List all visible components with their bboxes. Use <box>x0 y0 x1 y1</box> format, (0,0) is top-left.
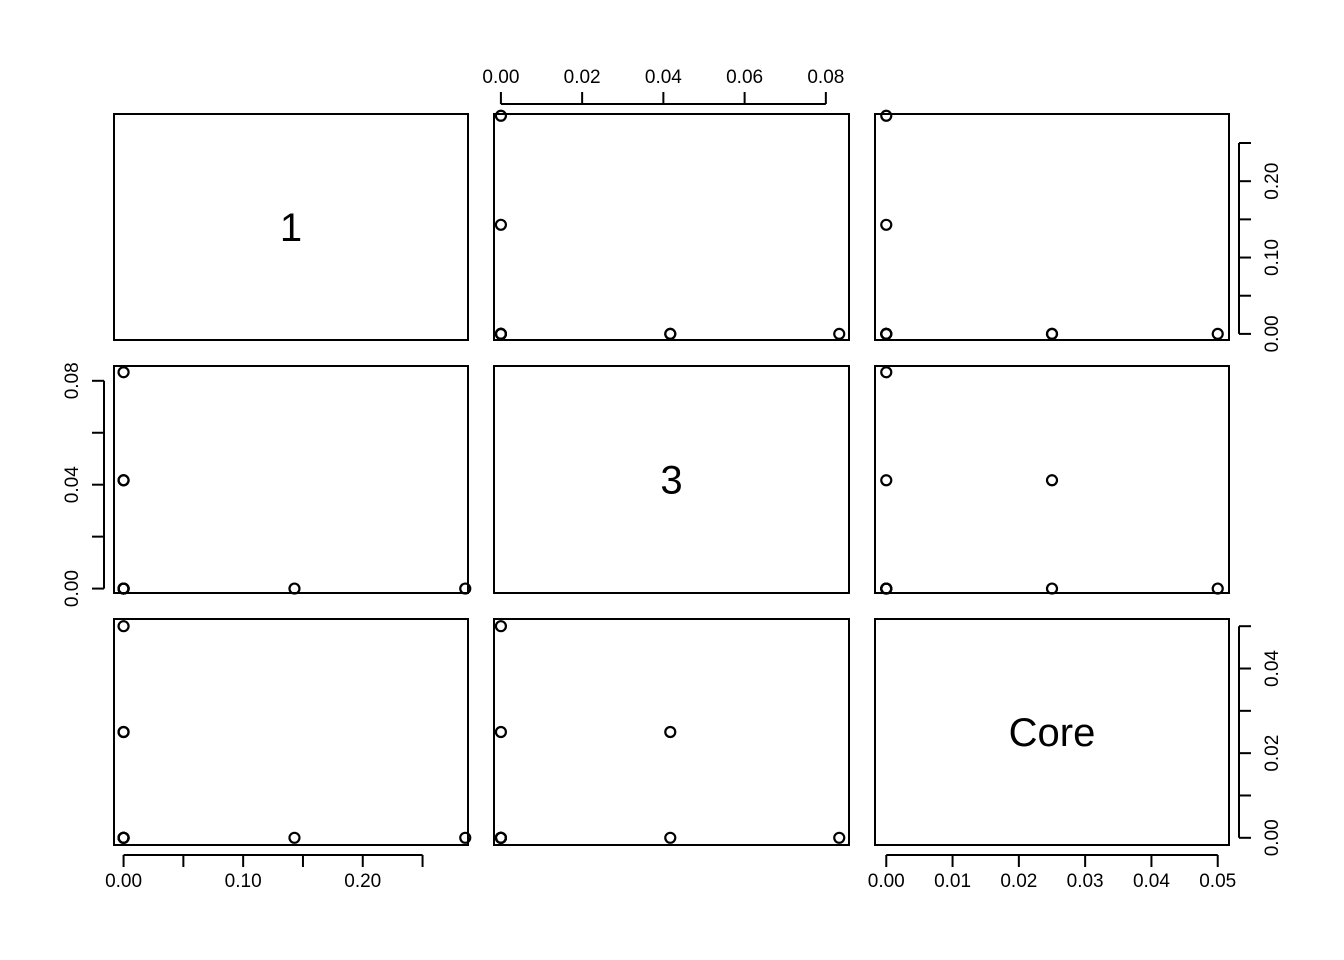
data-point-core-vs-1-6 <box>117 725 130 739</box>
bottom-axis-tick-label-core: 0.01 <box>934 871 971 892</box>
bottom-axis-tick-label-core: 0.04 <box>1133 871 1170 892</box>
top-axis-tick-label-3: 0.06 <box>726 67 763 88</box>
data-point-core-vs-3-5 <box>664 725 677 739</box>
data-point-3-vs-1-0 <box>459 582 472 595</box>
data-point-1-vs-3-8 <box>664 327 677 340</box>
top-axis-tick-label-3: 0.02 <box>564 67 601 88</box>
bottom-axis-tick-label-1: 0.20 <box>344 871 381 892</box>
data-point-1-vs-core-6 <box>1045 327 1059 340</box>
data-point-1-vs-core-9 <box>880 327 893 340</box>
data-point-3-vs-core-5 <box>1045 474 1059 487</box>
data-point-core-vs-1-1 <box>288 831 301 844</box>
data-point-1-vs-3-0 <box>494 109 508 122</box>
data-point-3-vs-core-7 <box>1211 582 1224 595</box>
diagonal-label-core: Core <box>1009 711 1096 755</box>
panel-1-3-frame <box>493 113 850 341</box>
right-axis-tick-label-1: 0.00 <box>1262 315 1283 352</box>
left-axis-tick-label-3: 0.08 <box>62 362 83 399</box>
data-point-1-vs-3-9 <box>494 327 508 340</box>
panel-1-core-frame <box>874 113 1230 341</box>
data-point-3-vs-core-6 <box>1045 582 1059 595</box>
data-point-core-vs-1-9 <box>117 831 130 844</box>
data-point-core-vs-3-7 <box>494 620 508 633</box>
top-axis-tick-label-3: 0.08 <box>807 67 844 88</box>
data-point-3-vs-1-1 <box>288 582 301 595</box>
panel-3-3-frame <box>493 365 850 594</box>
data-point-core-vs-3-4 <box>833 831 846 844</box>
right-axis-tick-label-1: 0.10 <box>1262 239 1283 276</box>
data-point-3-vs-1-9 <box>117 582 130 595</box>
panel-core-1-frame <box>113 618 469 846</box>
data-point-3-vs-core-4 <box>880 366 893 379</box>
data-point-core-vs-1-0 <box>459 831 472 844</box>
panel-core-3-frame <box>493 618 850 846</box>
bottom-axis-tick-label-1: 0.00 <box>105 871 142 892</box>
data-point-core-vs-3-8 <box>664 831 677 844</box>
data-point-3-vs-1-4 <box>117 366 130 379</box>
data-point-1-vs-core-0 <box>880 109 893 122</box>
data-point-3-vs-core-8 <box>880 474 893 487</box>
right-axis-tick-label-1: 0.20 <box>1262 163 1283 200</box>
right-axis-tick-label-core: 0.02 <box>1262 735 1283 772</box>
bottom-axis-tick-label-1: 0.10 <box>225 871 262 892</box>
data-point-3-vs-1-8 <box>117 474 130 487</box>
panel-1-1-frame <box>113 113 469 341</box>
data-point-1-vs-3-4 <box>833 327 846 340</box>
data-point-1-vs-core-1 <box>880 218 893 231</box>
bottom-axis-tick-label-core: 0.02 <box>1000 871 1037 892</box>
data-point-1-vs-3-1 <box>494 218 508 231</box>
bottom-axis-tick-label-core: 0.05 <box>1199 871 1236 892</box>
data-point-core-vs-1-7 <box>117 620 130 633</box>
diagonal-label-1: 1 <box>280 206 302 250</box>
data-point-1-vs-core-7 <box>1211 327 1224 340</box>
diagonal-label-3: 3 <box>660 459 682 503</box>
bottom-axis-tick-label-core: 0.03 <box>1067 871 1104 892</box>
top-axis-tick-label-3: 0.00 <box>482 67 519 88</box>
panel-core-core-frame <box>874 618 1230 846</box>
left-axis-tick-label-3: 0.04 <box>62 466 83 503</box>
data-point-core-vs-3-6 <box>494 725 508 739</box>
top-axis-tick-label-3: 0.04 <box>645 67 682 88</box>
left-axis-tick-label-3: 0.00 <box>62 570 83 607</box>
right-axis-tick-label-core: 0.00 <box>1262 819 1283 856</box>
data-point-3-vs-core-9 <box>880 582 893 595</box>
data-point-core-vs-3-9 <box>494 831 508 844</box>
right-axis-tick-label-core: 0.04 <box>1262 650 1283 687</box>
bottom-axis-tick-label-core: 0.00 <box>868 871 905 892</box>
